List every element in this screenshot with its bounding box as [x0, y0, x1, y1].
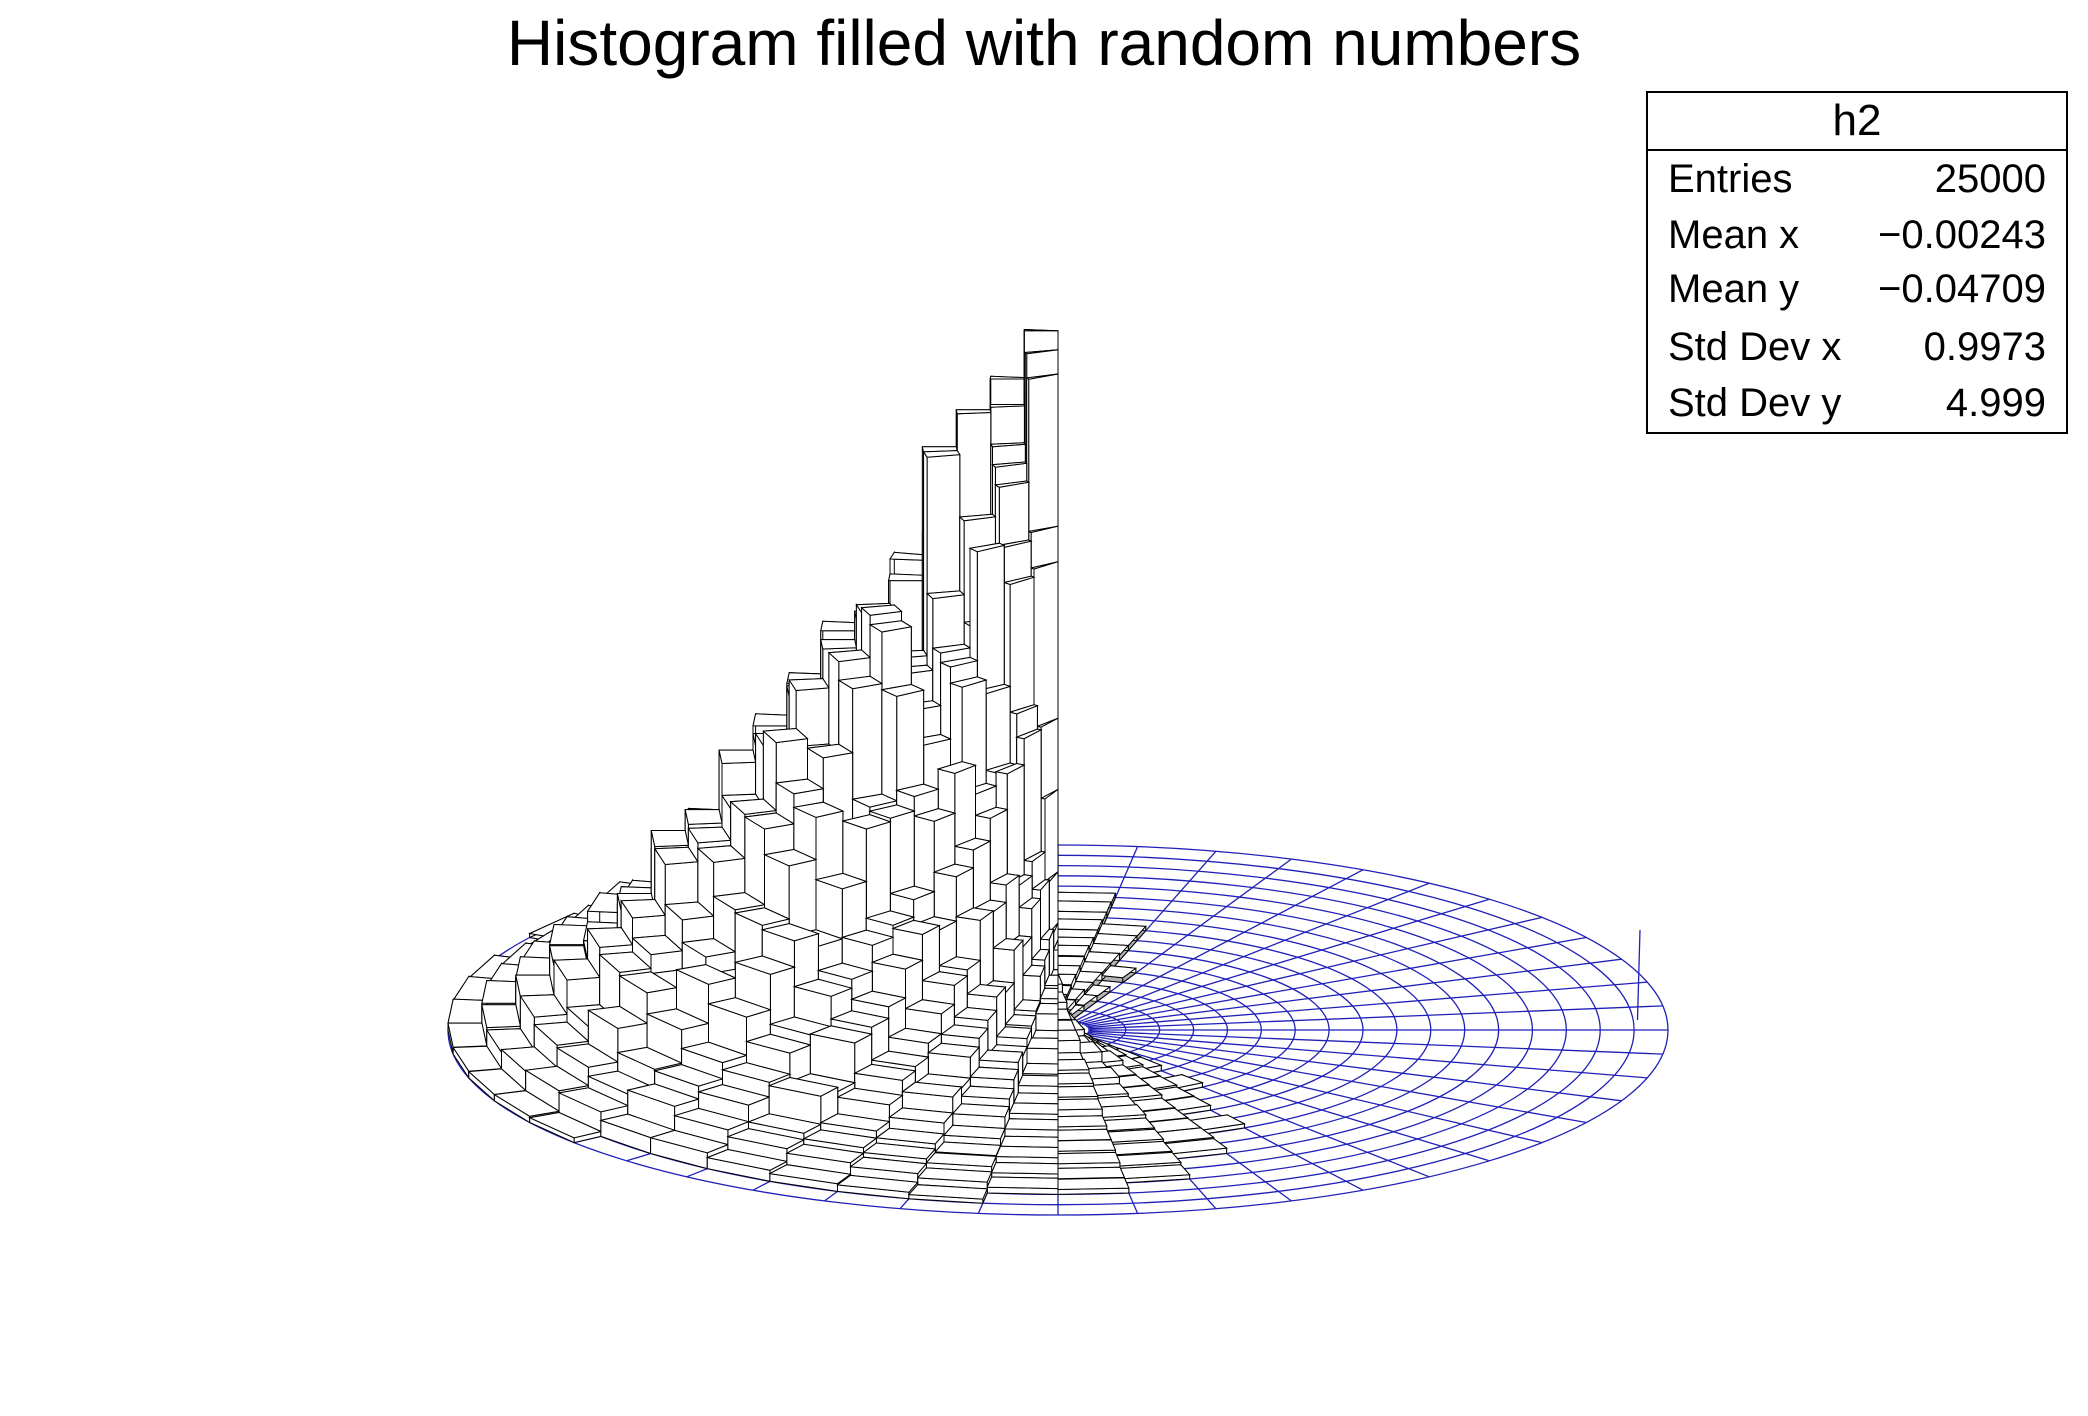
stats-row-mean-y: Mean y −0.04709 — [1648, 261, 2066, 317]
mesh-spoke — [1087, 981, 1648, 1029]
stats-value: −0.04709 — [1878, 267, 2046, 311]
histogram-bar — [1114, 1151, 1182, 1174]
mesh-spoke — [1087, 1031, 1648, 1079]
stats-row-std-dev-y: Std Dev y 4.999 — [1648, 375, 2066, 431]
stats-row-std-dev-x: Std Dev x 0.9973 — [1648, 319, 2066, 375]
stats-label: Std Dev x — [1668, 325, 1842, 369]
stats-histogram-name: h2 — [1648, 93, 2066, 151]
chart-title: Histogram filled with random numbers — [506, 7, 1582, 79]
mesh-spoke — [1082, 1034, 1543, 1144]
mesh-spoke — [1079, 1035, 1490, 1162]
stats-value: 0.9973 — [1923, 325, 2046, 369]
mesh-spoke — [1084, 1033, 1587, 1124]
histogram-bar — [986, 1176, 1059, 1195]
stats-value: −0.00243 — [1878, 213, 2046, 257]
mesh-axis-line — [1636, 929, 1641, 1021]
stats-label: Entries — [1668, 157, 1793, 201]
mesh-spoke — [1084, 936, 1587, 1027]
mesh-spoke — [1072, 869, 1364, 1023]
histogram-bar — [916, 1166, 993, 1194]
histogram-bar — [907, 1183, 988, 1204]
histogram-bar — [528, 1111, 603, 1144]
stats-label: Mean x — [1668, 213, 1800, 257]
histogram-bar — [1162, 1137, 1228, 1161]
stats-value: 4.999 — [1945, 381, 2046, 425]
histogram-bar — [492, 1089, 561, 1124]
stats-value: 25000 — [1934, 157, 2046, 201]
mesh-spoke — [1086, 958, 1622, 1028]
mesh-spoke — [1088, 1005, 1663, 1030]
histogram-bars — [447, 328, 1246, 1204]
histogram-bar — [1057, 1177, 1130, 1195]
mesh-spoke — [1086, 1032, 1622, 1102]
mesh-spoke — [1082, 916, 1543, 1026]
stats-box: h2 Entries 25000 Mean x −0.00243 Mean y … — [1646, 91, 2068, 434]
histogram-bar — [1100, 964, 1138, 984]
mesh-spoke — [1076, 882, 1430, 1024]
stats-row-entries: Entries 25000 — [1648, 151, 2066, 207]
stats-label: Std Dev y — [1668, 381, 1842, 425]
histogram-bar — [836, 1174, 919, 1201]
mesh-spoke — [1088, 1030, 1663, 1055]
stats-label: Mean y — [1668, 267, 1800, 311]
mesh-spoke — [1079, 898, 1490, 1025]
stats-row-mean-x: Mean x −0.00243 — [1648, 207, 2066, 263]
